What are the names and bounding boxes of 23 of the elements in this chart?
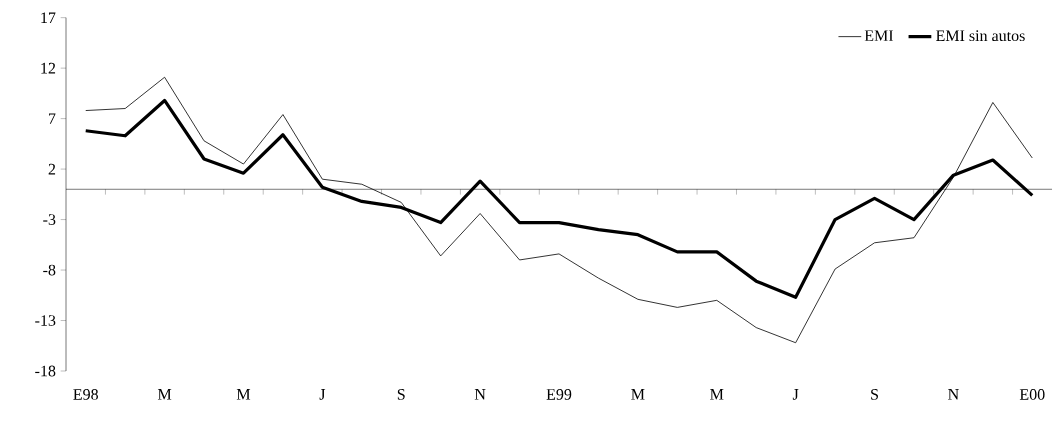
x-tick-label: E99 [546,389,572,400]
legend-label: EMI [864,30,894,41]
x-tick-label: S [397,389,405,400]
y-tick-label: -13 [35,315,56,326]
x-tick-label: N [474,389,486,400]
y-tick-label: -8 [43,264,56,276]
x-tick-label: E98 [73,389,98,400]
x-tick-label: E00 [1019,389,1045,400]
x-tick-label: M [710,389,724,400]
x-tick-label: J [319,389,326,400]
x-tick-label: N [948,389,959,400]
x-tick-label: M [631,389,645,400]
legend-label: EMI sin autos [936,30,1025,42]
x-tick-label: J [792,389,799,400]
y-tick-label: 12 [41,62,56,74]
x-tick-label: M [157,389,172,400]
y-tick-label: 17 [41,12,56,23]
x-tick-label: S [871,389,878,400]
x-tick-label: M [236,389,251,400]
y-tick-label: -3 [43,214,56,225]
y-tick-label: 2 [48,163,56,175]
y-tick-label: -18 [35,365,56,377]
y-tick-label: 7 [49,113,56,124]
